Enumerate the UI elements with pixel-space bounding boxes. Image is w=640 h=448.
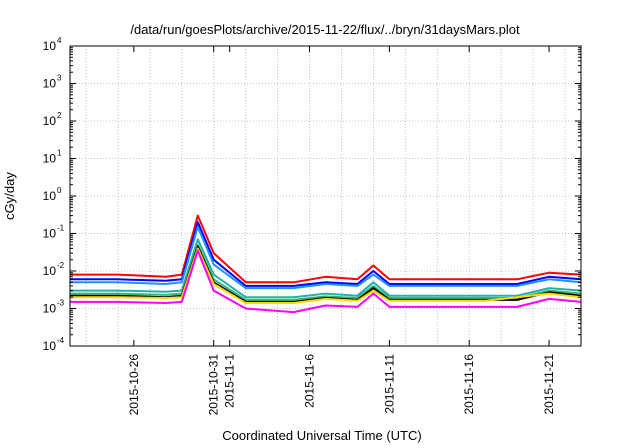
y-tick-exponent: -4 [57, 336, 65, 345]
y-tick-label: 10 [43, 302, 57, 316]
y-tick-exponent: -3 [57, 299, 65, 308]
y-tick-exponent: 3 [57, 74, 62, 83]
y-tick-exponent: 2 [57, 111, 62, 120]
y-tick-label: 10 [43, 189, 57, 203]
x-axis: 2015-10-26 2015-10-31 2015-11-1 2015-11-6 20… [127, 46, 556, 415]
y-tick-label: 10 [43, 77, 57, 91]
chart-title: /data/run/goesPlots/archive/2015-11-22/f… [130, 22, 520, 37]
series-line-4 [70, 238, 582, 299]
series-line-5 [70, 243, 582, 301]
x-tick-label: 2015-11-6 [303, 354, 317, 408]
y-tick-label: 10 [43, 339, 57, 353]
series-line-1 [70, 214, 582, 284]
x-tick-label: 2015-10-31 [207, 354, 221, 416]
x-tick-label: 2015-11-11 [382, 354, 396, 414]
series-line-8 [70, 249, 582, 314]
y-tick-label: 10 [43, 227, 57, 241]
y-tick-exponent: 1 [57, 149, 62, 158]
series-line-7 [70, 247, 582, 304]
x-tick-label: 2015-11-16 [462, 354, 476, 415]
series-layer [70, 214, 582, 314]
y-tick-label: 10 [43, 39, 57, 53]
x-axis-label: Coordinated Universal Time (UTC) [222, 428, 421, 443]
y-tick-label: 10 [43, 114, 57, 128]
y-tick-exponent: 0 [57, 186, 62, 195]
grid [70, 45, 581, 347]
y-tick-exponent: 4 [57, 36, 62, 45]
x-tick-label: 2015-11-1 [223, 354, 237, 408]
y-tick-label: 10 [43, 264, 57, 278]
x-tick-label: 2015-10-26 [127, 354, 141, 416]
x-tick-label: 2015-11-21 [542, 354, 556, 415]
y-tick-exponent: -2 [57, 261, 65, 270]
series-line-2 [70, 221, 582, 287]
y-axis-label: cGy/day [2, 172, 17, 220]
y-tick-label: 10 [43, 152, 57, 166]
y-tick-exponent: -1 [57, 224, 65, 233]
series-line-3 [70, 225, 582, 290]
